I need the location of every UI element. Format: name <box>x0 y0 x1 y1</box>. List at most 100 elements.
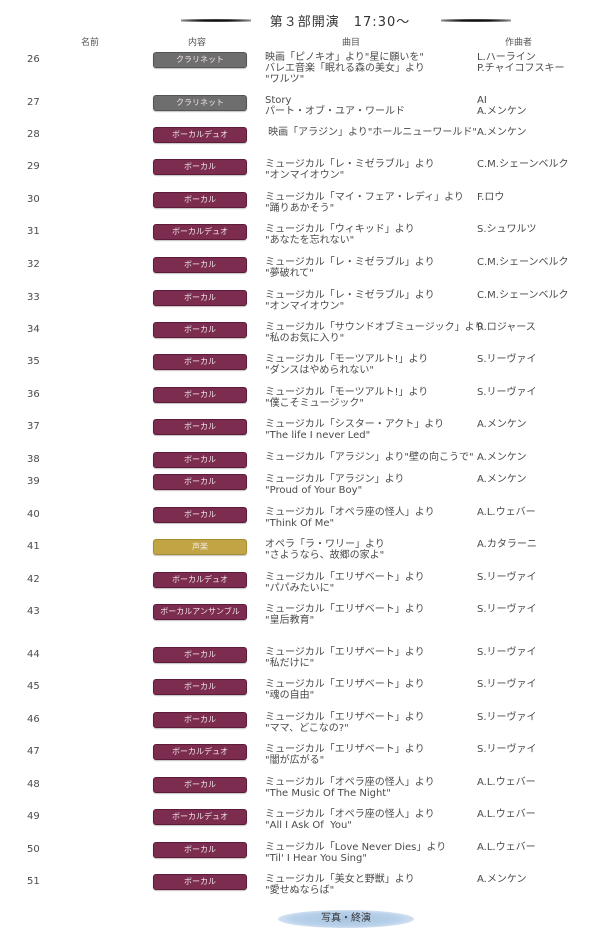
song-title: ミュージカル「エリザベート」より "パパみたいに" <box>265 572 425 594</box>
song-title: ミュージカル「ウィキッド」より "あなたを忘れない" <box>265 224 415 246</box>
header-name: 名前 <box>81 38 100 48</box>
composer: A.メンケン <box>477 127 527 138</box>
performance-type-badge: ボーカル <box>153 474 247 490</box>
program-number: 36 <box>27 389 40 400</box>
program-number: 49 <box>27 811 40 822</box>
program-number: 29 <box>27 161 40 172</box>
performance-type-badge: ボーカル <box>153 777 247 793</box>
composer: R.ロジャース <box>477 322 536 333</box>
program-number: 37 <box>27 421 40 432</box>
song-title: ミュージカル「Love Never Dies」より "Til' I Hear Y… <box>265 842 447 864</box>
song-title: ミュージカル「レ・ミゼラブル」より "オンマイオウン" <box>265 290 435 312</box>
performance-type-badge: ボーカル <box>153 647 247 663</box>
song-title: 映画「アラジン」より"ホールニューワールド" <box>265 127 477 138</box>
song-title: ミュージカル「レ・ミゼラブル」より "オンマイオウン" <box>265 159 435 181</box>
song-title: ミュージカル「マイ・フェア・レディ」より "踊りあかそう" <box>265 192 464 214</box>
performance-type-badge: ボーカル <box>153 387 247 403</box>
program-number: 30 <box>27 194 40 205</box>
composer: L.ハーライン P.チャイコフスキー <box>477 52 565 74</box>
performance-type-badge: ボーカルデュオ <box>153 127 247 143</box>
composer: A.L.ウェバー <box>477 507 536 518</box>
song-title: ミュージカル「エリザベート」より "皇后教育" <box>265 604 425 626</box>
song-title: ミュージカル「美女と野獣」より "愛せぬならば" <box>265 874 415 896</box>
program-number: 34 <box>27 324 40 335</box>
program-number: 41 <box>27 541 40 552</box>
program-number: 46 <box>27 714 40 725</box>
composer: AI A.メンケン <box>477 95 527 117</box>
song-title: ミュージカル「オペラ座の怪人」より "The Music Of The Nigh… <box>265 777 435 799</box>
song-title: ミュージカル「エリザベート」より "魂の自由" <box>265 679 425 701</box>
composer: S.シュワルツ <box>477 224 537 235</box>
program-number: 38 <box>27 454 40 465</box>
composer: C.M.シェーンベルク <box>477 257 569 268</box>
performance-type-badge: ボーカル <box>153 159 247 175</box>
song-title: オペラ「ラ・ワリー」より "さようなら、故郷の家よ" <box>265 539 385 561</box>
performance-type-badge: ボーカル <box>153 257 247 273</box>
finale-label: 写真・終演 <box>278 910 414 928</box>
composer: S.リーヴァイ <box>477 354 537 365</box>
composer: F.ロウ <box>477 192 505 203</box>
performance-type-badge: ボーカル <box>153 712 247 728</box>
composer: A.メンケン <box>477 474 527 485</box>
program-number: 48 <box>27 779 40 790</box>
composer: S.リーヴァイ <box>477 647 537 658</box>
program-number: 50 <box>27 844 40 855</box>
composer: C.M.シェーンベルク <box>477 290 569 301</box>
composer: A.メンケン <box>477 874 527 885</box>
composer: S.リーヴァイ <box>477 387 537 398</box>
program-number: 39 <box>27 476 40 487</box>
performance-type-badge: ボーカル <box>153 874 247 890</box>
program-number: 42 <box>27 574 40 585</box>
composer: A.カタラーニ <box>477 539 537 550</box>
composer: S.リーヴァイ <box>477 744 537 755</box>
performance-type-badge: クラリネット <box>153 95 247 111</box>
header-song: 曲目 <box>342 38 361 48</box>
performance-type-badge: ボーカル <box>153 452 247 468</box>
song-title: ミュージカル「レ・ミゼラブル」より "夢破れて" <box>265 257 435 279</box>
page-title: 第３部開演 17:30〜 <box>269 15 411 30</box>
composer: C.M.シェーンベルク <box>477 159 569 170</box>
title-decoration-right <box>441 19 511 22</box>
program-number: 47 <box>27 746 40 757</box>
song-title: ミュージカル「モーツアルト!」より "ダンスはやめられない" <box>265 354 429 376</box>
performance-type-badge: ボーカルデュオ <box>153 744 247 760</box>
performance-type-badge: ボーカル <box>153 192 247 208</box>
composer: A.メンケン <box>477 452 527 463</box>
performance-type-badge: ボーカル <box>153 290 247 306</box>
program-number: 32 <box>27 259 40 270</box>
performance-type-badge: ボーカルデュオ <box>153 809 247 825</box>
composer: S.リーヴァイ <box>477 712 537 723</box>
header-content: 内容 <box>188 38 207 48</box>
performance-type-badge: 声楽 <box>153 539 247 555</box>
composer: S.リーヴァイ <box>477 679 537 690</box>
performance-type-badge: ボーカルアンサンブル <box>153 604 247 620</box>
performance-type-badge: ボーカル <box>153 679 247 695</box>
performance-type-badge: ボーカル <box>153 507 247 523</box>
song-title: ミュージカル「オペラ座の怪人」より "All I Ask Of You" <box>265 809 435 831</box>
composer: A.L.ウェバー <box>477 777 536 788</box>
performance-type-badge: クラリネット <box>153 52 247 68</box>
song-title: ミュージカル「エリザベート」より "ママ、どこなの?" <box>265 712 425 734</box>
header-composer: 作曲者 <box>505 38 533 48</box>
program-number: 40 <box>27 509 40 520</box>
song-title: ミュージカル「サウンドオブミュージック」より "私のお気に入り" <box>265 322 485 344</box>
performance-type-badge: ボーカル <box>153 842 247 858</box>
program-number: 35 <box>27 356 40 367</box>
composer: A.メンケン <box>477 419 527 430</box>
program-number: 28 <box>27 129 40 140</box>
performance-type-badge: ボーカル <box>153 354 247 370</box>
performance-type-badge: ボーカルデュオ <box>153 572 247 588</box>
program-number: 31 <box>27 226 40 237</box>
song-title: ミュージカル「エリザベート」より "闇が広がる" <box>265 744 425 766</box>
program-number: 27 <box>27 97 40 108</box>
performance-type-badge: ボーカル <box>153 322 247 338</box>
program-number: 43 <box>27 606 40 617</box>
composer: A.L.ウェバー <box>477 809 536 820</box>
title-decoration-left <box>181 19 251 22</box>
composer: S.リーヴァイ <box>477 572 537 583</box>
song-title: ミュージカル「エリザベート」より "私だけに" <box>265 647 425 669</box>
song-title: Story パート・オブ・ユア・ワールド <box>265 95 405 117</box>
song-title: ミュージカル「モーツアルト!」より "僕こそミュージック" <box>265 387 429 409</box>
song-title: ミュージカル「アラジン」より"壁の向こうで" <box>265 452 474 463</box>
song-title: 映画「ピノキオ」より"星に願いを" バレエ音楽「眠れる森の美女」より "ワルツ" <box>265 52 425 85</box>
